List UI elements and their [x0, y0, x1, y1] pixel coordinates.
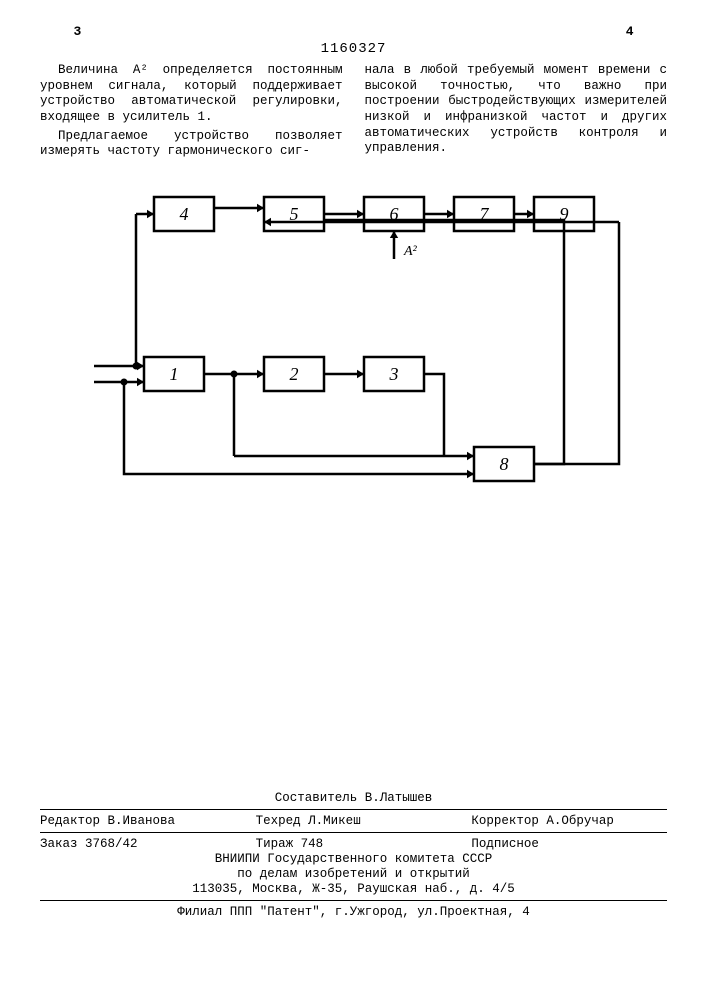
edge — [534, 222, 619, 464]
footer-block: Составитель В.Латышев Редактор В.Иванова… — [40, 790, 667, 920]
block-label-1: 1 — [169, 364, 178, 384]
footer-rule-3 — [40, 900, 667, 901]
page-num-left: 3 — [74, 24, 82, 39]
footer-tirazh: Тираж 748 — [256, 837, 452, 851]
footer-techred: Техред Л.Микеш — [256, 814, 452, 828]
left-para-2: Предлагаемое устройство позволяет измеря… — [40, 129, 343, 160]
edge — [424, 374, 444, 456]
footer-order-row: Заказ 3768/42 Тираж 748 Подписное — [40, 837, 667, 851]
right-column: нала в любой требуемый момент времени с … — [365, 63, 668, 163]
footer-filial: Филиал ППП "Патент", г.Ужгород, ул.Проек… — [40, 905, 667, 919]
footer-rule-1 — [40, 809, 667, 810]
footer-credits-row: Редактор В.Иванова Техред Л.Микеш Коррек… — [40, 814, 667, 828]
footer-podpis: Подписное — [471, 837, 667, 851]
block-diagram: 123456798A² — [74, 177, 634, 537]
footer-rule-2 — [40, 832, 667, 833]
block-label-2: 2 — [289, 364, 298, 384]
left-column: Величина А² определяется постоянным уров… — [40, 63, 343, 163]
edge — [124, 382, 474, 474]
page-root: 3 4 1160327 Величина А² определяется пос… — [0, 0, 707, 1000]
junction-dot-icon — [132, 362, 139, 369]
document-number: 1160327 — [40, 41, 667, 57]
right-para-1: нала в любой требуемый момент времени с … — [365, 63, 668, 157]
text-columns: Величина А² определяется постоянным уров… — [40, 63, 667, 163]
diagram-svg: 123456798A² — [74, 177, 634, 537]
block-label-4: 4 — [179, 204, 188, 224]
footer-addr1: 113035, Москва, Ж-35, Раушская наб., д. … — [40, 882, 667, 896]
page-num-right: 4 — [626, 24, 634, 39]
block-label-8: 8 — [499, 454, 508, 474]
footer-compiler: Составитель В.Латышев — [40, 791, 667, 805]
footer-editor: Редактор В.Иванова — [40, 814, 236, 828]
left-para-1: Величина А² определяется постоянным уров… — [40, 63, 343, 126]
footer-order: Заказ 3768/42 — [40, 837, 236, 851]
block-label-3: 3 — [388, 364, 398, 384]
footer-org1: ВНИИПИ Государственного комитета СССР — [40, 852, 667, 866]
footer-org2: по делам изобретений и открытий — [40, 867, 667, 881]
annotation-a2: A² — [403, 244, 418, 259]
header-page-numbers: 3 4 — [74, 24, 634, 39]
footer-corrector: Корректор А.Обручар — [471, 814, 667, 828]
